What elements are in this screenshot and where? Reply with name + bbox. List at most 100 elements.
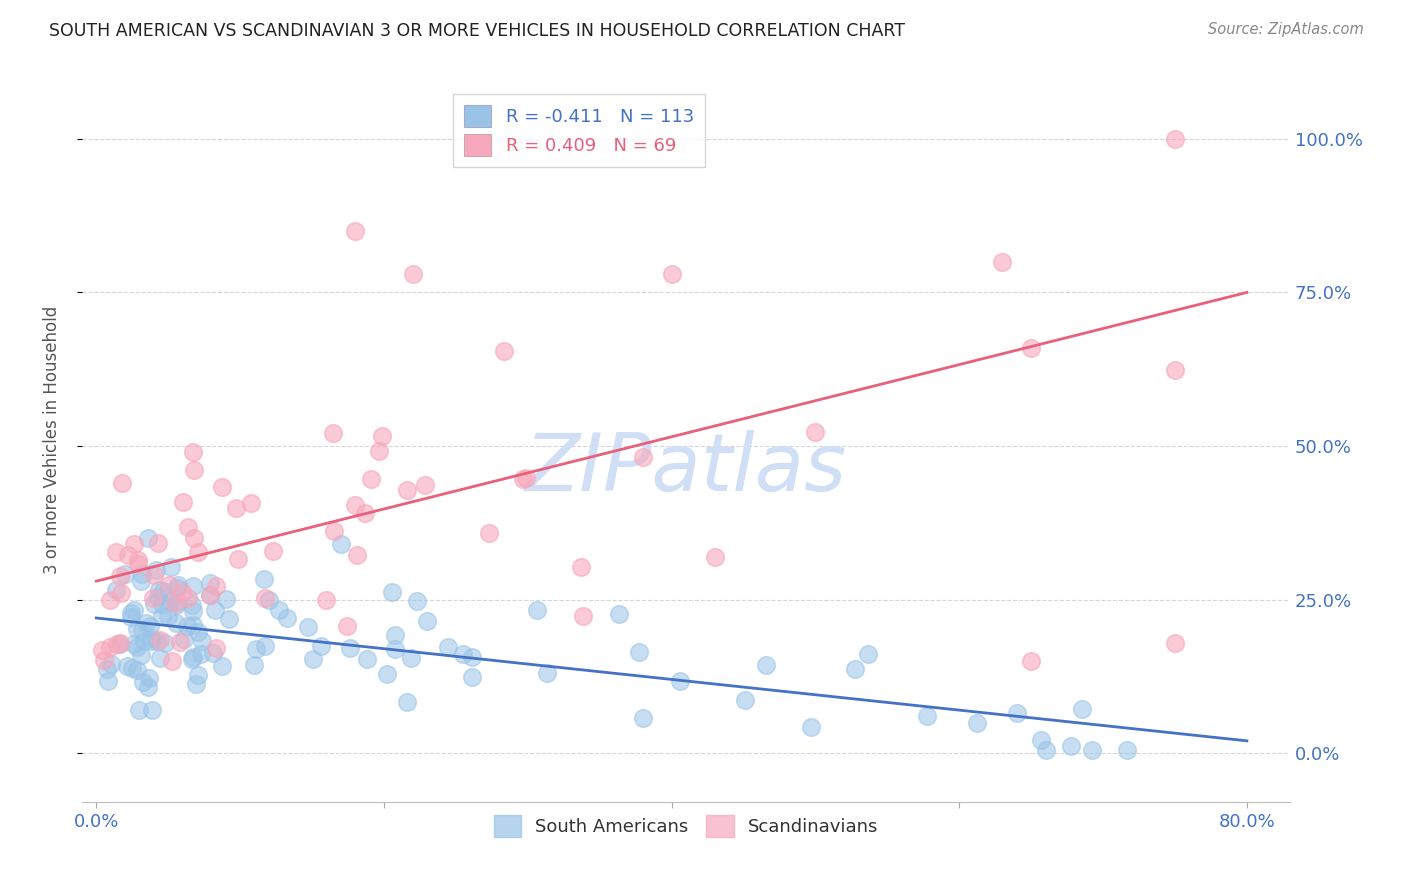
Point xyxy=(755,657,778,672)
Point xyxy=(125,640,148,654)
Point xyxy=(127,663,149,677)
Point xyxy=(399,651,422,665)
Point xyxy=(159,559,181,574)
Point xyxy=(451,647,474,661)
Point xyxy=(856,647,879,661)
Point xyxy=(152,584,174,599)
Point xyxy=(138,671,160,685)
Point xyxy=(142,591,165,606)
Point xyxy=(205,579,228,593)
Point xyxy=(167,578,190,592)
Point xyxy=(315,592,337,607)
Point xyxy=(356,652,378,666)
Point xyxy=(93,653,115,667)
Point xyxy=(915,709,938,723)
Point xyxy=(415,478,437,492)
Point xyxy=(346,548,368,562)
Point xyxy=(396,483,419,497)
Point xyxy=(515,471,537,485)
Point xyxy=(243,657,266,672)
Point xyxy=(145,633,167,648)
Point xyxy=(571,560,593,574)
Point xyxy=(187,625,209,640)
Point xyxy=(215,592,238,607)
Text: Source: ZipAtlas.com: Source: ZipAtlas.com xyxy=(1208,22,1364,37)
Point xyxy=(239,496,262,510)
Point xyxy=(184,677,207,691)
Point xyxy=(187,545,209,559)
Point xyxy=(141,703,163,717)
Point xyxy=(1031,733,1053,747)
Point xyxy=(245,641,267,656)
Point xyxy=(181,649,204,664)
Point xyxy=(127,557,149,571)
Point xyxy=(198,575,221,590)
Text: SOUTH AMERICAN VS SCANDINAVIAN 3 OR MORE VEHICLES IN HOUSEHOLD CORRELATION CHART: SOUTH AMERICAN VS SCANDINAVIAN 3 OR MORE… xyxy=(49,22,905,40)
Point xyxy=(131,624,153,638)
Point xyxy=(152,608,174,623)
Point xyxy=(302,652,325,666)
Point xyxy=(405,594,427,608)
Point xyxy=(165,596,187,610)
Point xyxy=(131,648,153,662)
Point xyxy=(173,632,195,647)
Point xyxy=(111,475,134,490)
Point xyxy=(1019,341,1042,355)
Point xyxy=(669,673,692,688)
Point xyxy=(1035,743,1057,757)
Point xyxy=(131,566,153,581)
Point xyxy=(1007,706,1029,721)
Point xyxy=(461,670,484,684)
Point xyxy=(1060,739,1083,754)
Point xyxy=(628,645,651,659)
Point xyxy=(204,640,226,655)
Point xyxy=(734,693,756,707)
Point xyxy=(703,549,725,564)
Point xyxy=(176,618,198,632)
Point xyxy=(339,641,361,656)
Point xyxy=(127,553,149,567)
Point xyxy=(122,603,145,617)
Point xyxy=(97,673,120,688)
Point xyxy=(105,582,128,597)
Point xyxy=(1019,654,1042,668)
Point xyxy=(371,429,394,443)
Point xyxy=(172,495,194,509)
Point xyxy=(200,589,222,603)
Y-axis label: 3 or more Vehicles in Household: 3 or more Vehicles in Household xyxy=(44,306,60,574)
Point xyxy=(799,720,821,734)
Point xyxy=(323,524,346,538)
Point xyxy=(1164,363,1187,377)
Point xyxy=(149,632,172,647)
Point xyxy=(526,603,548,617)
Point xyxy=(121,661,143,675)
Point xyxy=(384,641,406,656)
Point xyxy=(136,531,159,545)
Point xyxy=(146,590,169,604)
Point xyxy=(135,616,157,631)
Point xyxy=(402,267,425,281)
Point xyxy=(183,462,205,476)
Point xyxy=(177,519,200,533)
Point xyxy=(120,606,142,620)
Point xyxy=(165,598,187,612)
Point xyxy=(124,637,146,651)
Point xyxy=(145,563,167,577)
Point xyxy=(344,224,367,238)
Point xyxy=(181,445,204,459)
Point xyxy=(172,584,194,599)
Point xyxy=(169,635,191,649)
Point xyxy=(181,598,204,612)
Point xyxy=(1080,743,1102,757)
Point xyxy=(190,648,212,662)
Point xyxy=(297,619,319,633)
Point xyxy=(416,614,439,628)
Text: ZIPatlas: ZIPatlas xyxy=(524,430,846,508)
Point xyxy=(187,668,209,682)
Point xyxy=(269,603,291,617)
Point xyxy=(204,603,226,617)
Point xyxy=(478,525,501,540)
Point xyxy=(181,579,204,593)
Point xyxy=(153,635,176,649)
Point xyxy=(183,531,205,545)
